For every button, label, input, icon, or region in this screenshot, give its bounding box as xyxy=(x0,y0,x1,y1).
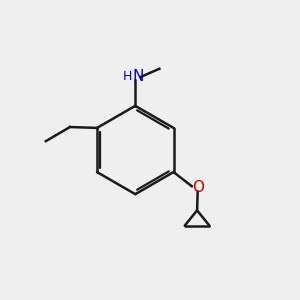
Text: H: H xyxy=(122,70,132,83)
Text: O: O xyxy=(192,181,204,196)
Text: N: N xyxy=(133,70,144,85)
